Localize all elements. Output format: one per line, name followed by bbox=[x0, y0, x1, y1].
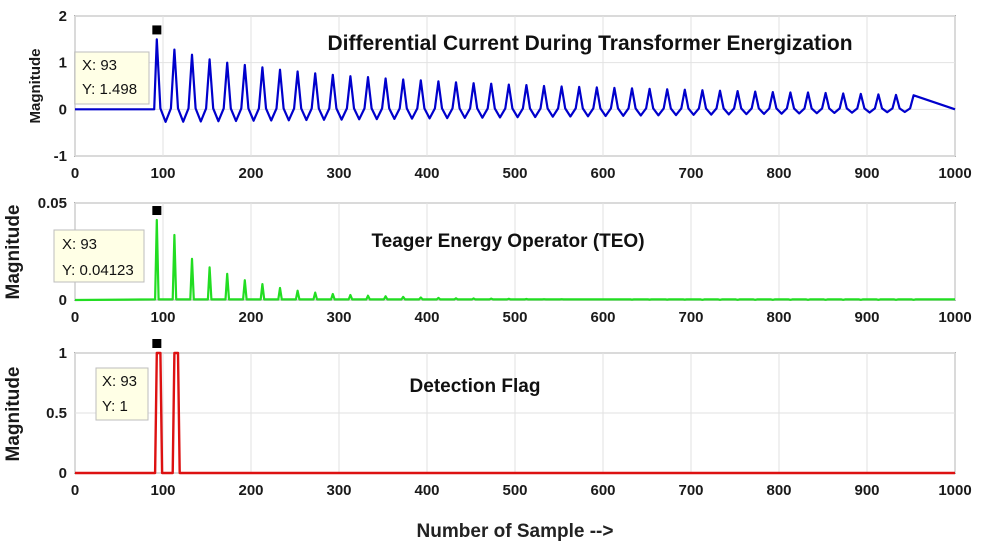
x-tick-label: 500 bbox=[502, 309, 527, 326]
x-tick-label: 0 bbox=[71, 482, 79, 499]
x-tick-label: 800 bbox=[766, 309, 791, 326]
x-tick-label: 300 bbox=[326, 309, 351, 326]
chart-title: Teager Energy Operator (TEO) bbox=[371, 231, 644, 252]
x-tick-label: 600 bbox=[590, 309, 615, 326]
y-tick-labels: -1 0 1 2 bbox=[54, 8, 67, 165]
y-tick-label: 0 bbox=[59, 465, 67, 482]
x-tick-label: 900 bbox=[854, 165, 879, 182]
x-tick-label: 300 bbox=[326, 165, 351, 182]
x-tick-label: 1000 bbox=[938, 165, 971, 182]
x-tick-label: 0 bbox=[71, 165, 79, 182]
x-tick-label: 200 bbox=[238, 482, 263, 499]
y-tick-labels: 00.05 bbox=[38, 195, 67, 309]
x-tick-label: 200 bbox=[238, 309, 263, 326]
series-line bbox=[75, 38, 956, 123]
x-tick-label: 100 bbox=[150, 482, 175, 499]
x-tick-label: 700 bbox=[678, 482, 703, 499]
y-tick-label: 0.05 bbox=[38, 195, 67, 212]
x-tick-labels: 0 100 200 300 400 500 600 700 800 900 1000 bbox=[71, 309, 972, 326]
datatip-x: X: 93 bbox=[102, 373, 137, 390]
y-tick-label: 2 bbox=[59, 8, 67, 25]
y-tick-label: 1 bbox=[59, 55, 67, 72]
datatip-y: Y: 0.04123 bbox=[62, 262, 134, 279]
datatip-y: Y: 1.498 bbox=[82, 81, 137, 98]
x-tick-label: 300 bbox=[326, 482, 351, 499]
panel-teo: 00.05 0 100 200 300 400 500 600 700 800 900 1000 T… bbox=[3, 195, 972, 326]
series-line bbox=[75, 351, 955, 475]
x-tick-label: 400 bbox=[414, 482, 439, 499]
y-tick-label: 0.5 bbox=[46, 405, 67, 422]
x-tick-label: 0 bbox=[71, 309, 79, 326]
x-tick-label: 100 bbox=[150, 165, 175, 182]
y-axis-label: Magnitude bbox=[27, 49, 44, 124]
datatip[interactable]: X: 93 Y: 0.04123 bbox=[53, 229, 145, 283]
x-tick-label: 900 bbox=[854, 309, 879, 326]
datatip-marker[interactable] bbox=[152, 25, 162, 35]
x-tick-label: 600 bbox=[590, 482, 615, 499]
x-tick-label: 400 bbox=[414, 309, 439, 326]
x-tick-label: 100 bbox=[150, 309, 175, 326]
datatip-x: X: 93 bbox=[82, 57, 117, 74]
x-tick-label: 800 bbox=[766, 482, 791, 499]
y-tick-label: 0 bbox=[59, 101, 67, 118]
datatip-y: Y: 1 bbox=[102, 398, 128, 415]
x-tick-label: 1000 bbox=[938, 309, 971, 326]
datatip[interactable]: X: 93 Y: 1 bbox=[95, 367, 149, 421]
y-tick-label: 1 bbox=[59, 345, 67, 362]
y-axis-label: Magnitude bbox=[3, 205, 24, 300]
y-tick-labels: 00.51 bbox=[46, 345, 67, 482]
datatip-marker[interactable] bbox=[152, 206, 162, 216]
x-tick-label: 500 bbox=[502, 482, 527, 499]
chart-title: Detection Flag bbox=[410, 376, 541, 397]
panel-detection-flag: 00.51 0 100 200 300 400 500 600 700 800 900 1000 D… bbox=[3, 339, 972, 499]
x-axis-label: Number of Sample --> bbox=[417, 521, 614, 542]
y-axis-label: Magnitude bbox=[3, 367, 24, 462]
datatip-x: X: 93 bbox=[62, 236, 97, 253]
x-tick-label: 700 bbox=[678, 309, 703, 326]
datatip-marker[interactable] bbox=[152, 339, 162, 348]
x-tick-labels: 0 100 200 300 400 500 600 700 800 900 1000 bbox=[71, 165, 972, 182]
y-tick-label: 0 bbox=[59, 292, 67, 309]
x-tick-label: 400 bbox=[414, 165, 439, 182]
y-tick-label: -1 bbox=[54, 148, 67, 165]
x-tick-label: 800 bbox=[766, 165, 791, 182]
x-tick-labels: 0 100 200 300 400 500 600 700 800 900 1000 bbox=[71, 482, 972, 499]
series-line bbox=[74, 218, 955, 302]
x-tick-label: 200 bbox=[238, 165, 263, 182]
x-tick-label: 1000 bbox=[938, 482, 971, 499]
x-tick-label: 900 bbox=[854, 482, 879, 499]
x-tick-label: 500 bbox=[502, 165, 527, 182]
grid bbox=[74, 15, 956, 157]
chart-title: Differential Current During Transformer … bbox=[327, 32, 852, 55]
x-tick-label: 700 bbox=[678, 165, 703, 182]
x-tick-label: 600 bbox=[590, 165, 615, 182]
datatip[interactable]: X: 93 Y: 1.498 bbox=[74, 51, 150, 105]
